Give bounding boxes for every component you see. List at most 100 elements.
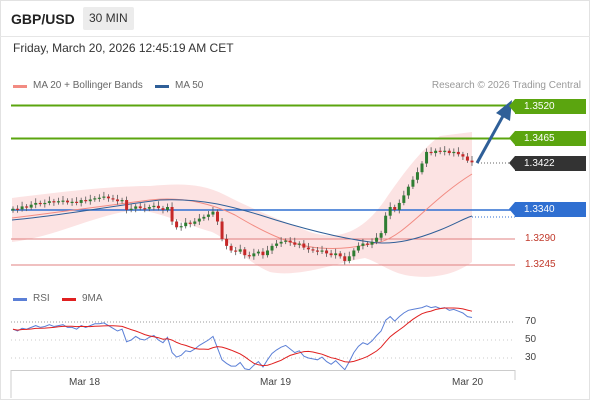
candle-body [352,250,356,257]
candle-body [66,200,70,203]
candle-body [11,208,15,211]
candle-body [125,200,129,210]
candle-body [79,200,83,203]
rsi-ma-legend-label: 9MA [82,293,103,304]
candle-body [156,205,160,209]
candle-body [306,247,310,250]
candle-body [297,243,301,245]
candle-body [84,200,88,202]
resistance-2-value: 1.3520 [524,101,555,112]
candle-body [225,238,229,246]
candle-body [288,240,292,243]
candle-body [166,207,170,210]
candle-body [356,245,360,251]
candle-body [365,243,369,245]
candle-body [370,241,374,245]
pivot-value: 1.3340 [524,204,555,215]
candle-body [170,207,174,222]
candle-body [338,253,342,257]
candle-body [325,250,329,254]
candle-body [229,245,233,251]
rsi-9ma-line [12,307,473,367]
rsi-tick-30: 30 [525,352,537,363]
candle-body [129,208,133,210]
last-price-value: 1.3422 [524,158,555,169]
candle-body [379,233,383,238]
candle-body [29,204,33,208]
candle-body [211,211,215,215]
candle-body [443,150,447,152]
candle-body [243,249,247,256]
timeframe-button[interactable]: 30 MIN [83,7,134,30]
candle-body [102,196,106,198]
candle-body [138,206,142,209]
candle-body [134,206,138,209]
candle-body [420,163,424,173]
candle-body [70,201,74,203]
candle-body [384,215,388,234]
candle-body [143,208,147,210]
candle-body [43,202,47,205]
candle-body [461,154,465,157]
candle-body [34,202,38,205]
candle-body [116,199,120,202]
candle-body [120,200,124,202]
candle-body [402,195,406,203]
candle-body [447,150,451,154]
candle-body [265,250,269,256]
candle-body [147,207,151,209]
candle-body [429,151,433,154]
ma20-middle-line [11,173,473,249]
candle-body [106,196,110,199]
candle-body [197,218,201,222]
candle-body [193,221,197,224]
report-datetime: Friday, March 20, 2026 12:45:19 AM CET [13,41,234,55]
candle-body [234,250,238,252]
candle-body [470,160,474,163]
tag-pointer [509,156,515,170]
candle-body [279,241,283,244]
candle-body [38,202,42,205]
candle-body [425,151,429,164]
candle-body [16,208,20,210]
candle-body [452,151,456,154]
candle-body [184,222,188,227]
candle-body [97,197,101,199]
bollinger-band-fill [12,132,472,277]
tag-pointer [509,131,515,145]
forecast-arrow [475,100,512,164]
rsi-tick-50: 50 [525,334,537,345]
ma50-line [11,199,473,244]
candle-body [88,199,92,202]
rsi-legend-swatch [13,298,27,301]
candle-body [20,206,24,210]
tag-pointer [509,99,515,113]
candle-body [397,202,401,210]
rsi-tick-70: 70 [525,316,537,327]
rsi-line [12,305,473,371]
candle-body [220,221,224,239]
bollinger-legend-label: MA 20 + Bollinger Bands [33,80,143,91]
candle-body [415,172,419,180]
candle-body [206,214,210,217]
candle-body [275,243,279,246]
candle-body [188,222,192,224]
candle-body [256,251,260,254]
candle-body [315,250,319,252]
rsi-ma-legend-swatch [62,298,76,301]
candle-body [456,151,460,155]
candle-body [320,250,324,252]
candle-body [152,205,156,208]
candle-body [56,201,60,203]
support-2-label: 1.3245 [525,259,556,270]
candle-body [343,256,347,261]
candle-body [329,253,333,256]
candle-body [261,251,265,256]
candle-body [270,245,274,251]
candle-body [61,200,65,202]
candle-body [465,156,469,161]
candle-body [238,249,242,252]
candle-body [411,179,415,187]
x-tick-mar18: Mar 18 [69,377,101,388]
